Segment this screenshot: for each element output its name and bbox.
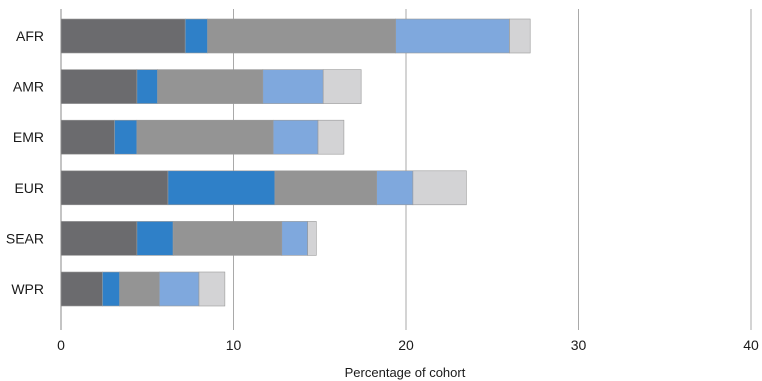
category-label: WPR	[11, 281, 44, 297]
bar-segment	[307, 221, 317, 256]
category-label: AFR	[16, 28, 44, 44]
bar-segment	[509, 18, 531, 54]
bar-segment	[272, 119, 319, 155]
bar-segment	[119, 271, 160, 307]
bar-segment	[60, 69, 138, 104]
x-axis-title: Percentage of cohort	[345, 365, 466, 380]
category-labels: AFR AMR EMR EUR SEAR WPR	[6, 28, 44, 297]
bar-segment	[60, 119, 115, 155]
x-tick-label: 0	[57, 337, 65, 353]
bar-segment	[136, 69, 158, 104]
bar-segment	[395, 18, 510, 54]
bar-segment	[281, 221, 308, 256]
x-tick-labels: 0 10 20 30 40	[57, 337, 759, 353]
category-label: SEAR	[6, 230, 44, 246]
bar-segment	[60, 221, 138, 256]
bar-segment	[207, 18, 396, 54]
bar-segment	[60, 18, 186, 54]
bar-segment	[102, 271, 120, 307]
bar-segment	[376, 170, 414, 206]
x-tick-label: 10	[226, 337, 242, 353]
bar-segment	[322, 69, 362, 104]
bar-segment	[317, 119, 345, 155]
bar-segment	[136, 119, 274, 155]
category-label: EMR	[13, 129, 44, 145]
bar-group	[60, 18, 531, 307]
bar-segment	[412, 170, 467, 206]
bar-segment	[262, 69, 324, 104]
x-tick-label: 40	[743, 337, 759, 353]
bar-segment	[159, 271, 200, 307]
category-label: AMR	[13, 79, 44, 95]
x-tick-label: 30	[571, 337, 587, 353]
bar-segment	[157, 69, 264, 104]
gridlines	[233, 9, 752, 330]
bar-segment	[274, 170, 377, 206]
bar-segment	[60, 271, 103, 307]
bar-segment	[167, 170, 276, 206]
category-label: EUR	[14, 180, 44, 196]
bar-segment	[172, 221, 283, 256]
bar-segment	[184, 18, 208, 54]
bar-segment	[114, 119, 138, 155]
bar-segment	[136, 221, 174, 256]
bar-segment	[198, 271, 226, 307]
x-tick-label: 20	[398, 337, 414, 353]
bar-segment	[60, 170, 169, 206]
